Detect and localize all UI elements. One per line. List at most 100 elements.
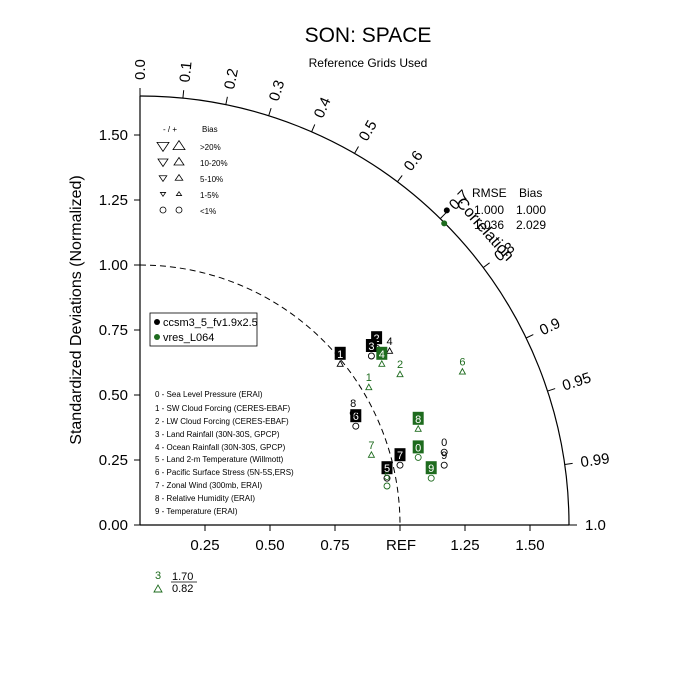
up-triangle-icon [173,156,185,166]
corr-tick-mark [547,388,556,392]
y-axis-label: Standardized Deviations (Normalized) [68,175,85,444]
data-label: 9 [441,450,447,462]
bias-legend-sign-header: - / + [163,125,177,134]
down-triangle-icon [159,192,167,198]
y-tick-label: 0.00 [99,517,128,534]
y-tick-label: 0.75 [99,322,128,339]
y-tick-label: 1.00 [99,257,128,274]
bias-size-legend: - / + Bias >20% 10-20% 5-10% 1-5% <1% [163,125,228,216]
corr-tick-label: 0.3 [266,78,288,103]
bias-legend-header: Bias [202,125,218,134]
data-point [352,422,360,430]
corr-tick-label: 0.6 [401,148,427,175]
case-legend-marker [154,334,160,340]
down-triangle-icon [156,142,170,153]
variable-list: 0 - Sea Level Pressure (ERAI) 1 - SW Clo… [155,390,294,516]
reference-std-arc [139,264,401,526]
bias-legend-row: 5-10% [200,175,223,184]
data-label-box [371,331,383,345]
bias-legend-row: >20% [200,143,221,152]
up-triangle-icon [172,139,186,150]
variable-item: 6 - Pacific Surface Stress (5N-5S,ERS) [155,468,294,477]
x-tick-label: 0.75 [320,537,349,554]
corr-tick-label: 0.99 [579,450,610,471]
up-triangle-icon [175,190,183,196]
bias-case-value: 2.029 [516,218,546,232]
corr-tick-mark [311,124,316,133]
outlier-label: 3 [155,570,161,582]
corr-tick-label: 0.0 [132,59,149,80]
data-label-box [425,461,437,475]
bias-header: Bias [519,186,542,200]
data-label: 8 [415,414,421,426]
corr-tick-label: 0.5 [356,118,381,145]
circle-icon [175,206,183,214]
up-triangle-icon [174,173,184,181]
case-legend: ccsm3_5_fv1.9x2.5 vres_L064 [149,312,258,347]
variable-item: 7 - Zonal Wind (300mb, ERAI) [155,481,262,490]
rmse-ref-value: 1.000 [474,203,504,217]
data-label: 4 [387,336,393,348]
data-label: 3 [368,341,374,353]
data-label-box [394,448,406,462]
data-point [383,474,391,482]
data-label: 0 [441,437,447,449]
data-point [378,359,386,367]
variable-item: 5 - Land 2-m Temperature (Willmott) [155,455,284,464]
data-point [440,461,448,469]
outlier-value-top: 1.70 [172,571,193,583]
data-label: 7 [397,450,403,462]
circle-icon [159,206,167,214]
case-legend-box [149,312,258,347]
ref-label: REF [386,537,416,554]
bias-legend-row: 10-20% [200,159,228,168]
variable-item: 1 - SW Cloud Forcing (CERES-EBAF) [155,404,290,413]
data-label: 6 [459,357,465,369]
data-point [396,461,404,469]
data-label-box [376,346,388,360]
data-label: 7 [368,440,374,452]
y-tick-label: 0.50 [99,387,128,404]
variable-item: 8 - Relative Humidity (ERAI) [155,494,255,503]
data-label: 5 [384,463,390,475]
bias-legend-row: 1-5% [200,191,219,200]
corr-tick-mark [354,146,359,154]
outlier-triangle-icon [153,584,163,593]
corr-tick-mark [225,96,228,105]
variable-item: 3 - Land Rainfall (30N-30S, GPCP) [155,430,280,439]
data-label: 1 [337,349,343,361]
data-label: 9 [428,463,434,475]
bias-legend-row: <1% [200,207,216,216]
outlier-annotation: 3 1.70 0.82 [155,570,197,595]
y-tick-label: 1.50 [99,127,128,144]
data-point [414,424,422,432]
rmse-case-value: 1.036 [474,218,504,232]
case-legend-label: ccsm3_5_fv1.9x2.5 [163,317,258,329]
chart-title: SON: SPACE [305,24,432,47]
data-label-box [350,409,362,423]
data-label: 1 [366,372,372,384]
data-label-box [365,339,377,352]
data-point [440,448,448,456]
data-point [443,207,450,214]
case-legend-marker [154,319,160,325]
data-label: 5 [384,471,390,483]
data-point [367,450,376,458]
corr-tick-mark [439,212,447,219]
corr-tick-label: 0.9 [537,315,563,339]
variable-item: 0 - Sea Level Pressure (ERAI) [155,390,263,399]
outlier-value-bottom: 0.82 [172,583,193,595]
data-point [385,346,394,354]
data-label-box [334,346,346,360]
data-point [427,474,435,482]
data-label: 4 [379,349,385,361]
down-triangle-icon [157,158,169,168]
corr-tick-label: 0.2 [221,67,242,91]
down-triangle-icon [158,175,168,183]
data-label-box [412,440,424,454]
corr-tick-label: 0.4 [311,95,335,121]
corr-tick-label: 0.1 [177,61,196,83]
x-tick-label: 1.50 [515,537,544,554]
data-point [367,352,375,360]
data-label: 8 [350,398,356,410]
